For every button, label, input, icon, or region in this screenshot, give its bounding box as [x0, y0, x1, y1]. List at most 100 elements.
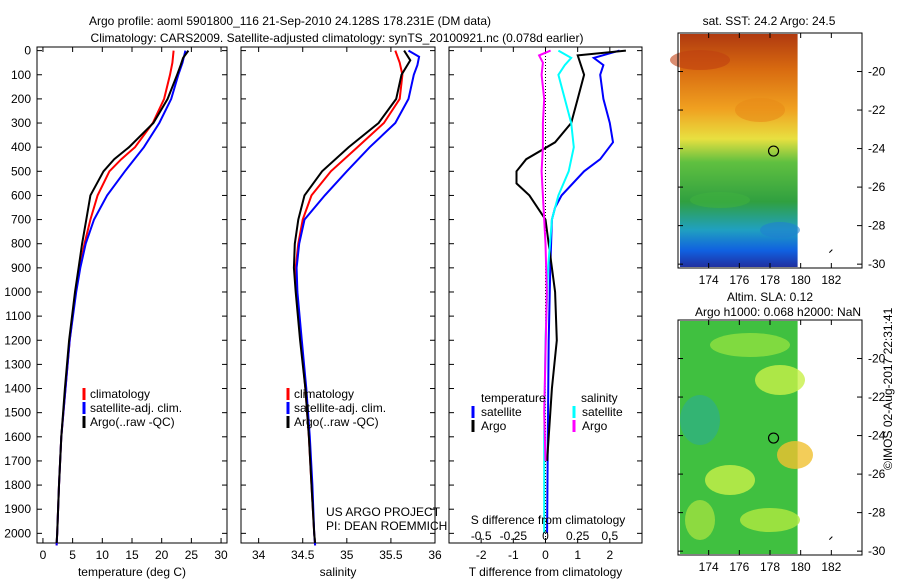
y-tick-label: 0	[24, 44, 31, 58]
x-axis-label-s: S difference from climatology	[471, 513, 626, 527]
y-tick-label: 1700	[4, 454, 31, 468]
y-tick-label: 1000	[4, 285, 31, 299]
lat-tick-label: -20	[868, 65, 886, 79]
field-patch	[735, 98, 785, 122]
temperature-panel: 0 5 10 15 20 25 30 temperature (deg C) 0 100 200 30…	[4, 44, 228, 579]
map-subtitle: Argo h1000: 0.068 h2000: NaN	[695, 305, 861, 319]
legend-label: climatology	[90, 387, 150, 401]
y-tick-label: 800	[11, 237, 31, 251]
x-tick-label: 5	[69, 548, 76, 562]
title-line1: Argo profile: aoml 5901800_116 21-Sep-20…	[89, 14, 491, 28]
legend-label: Argo(..raw -QC)	[90, 415, 175, 429]
lat-tick-label: -24	[868, 142, 886, 156]
lon-tick-label: 182	[821, 560, 841, 574]
y-tick-label: 200	[11, 92, 31, 106]
axes-frame	[36, 46, 228, 544]
argo-position-marker	[767, 432, 780, 444]
x-tick-label: 2	[606, 548, 613, 562]
y-tick-label: 1300	[4, 357, 31, 371]
y-tick-label: 500	[11, 164, 31, 178]
annotation-project: US ARGO PROJECT	[326, 505, 441, 519]
map-title: sat. SST: 24.2 Argo: 24.5	[703, 14, 836, 28]
y-tick-label: 1100	[5, 309, 31, 323]
x2-tick-label: 0.5	[601, 529, 618, 543]
x-tick-label: 15	[125, 548, 139, 562]
y-tick-label: 100	[11, 68, 31, 82]
x-axis-label: T difference from climatology	[469, 565, 623, 579]
y-tick-label: 900	[11, 261, 31, 275]
y-tick-label: 300	[11, 116, 31, 130]
x-tick-label: 35	[340, 548, 354, 562]
coastline	[828, 249, 833, 253]
legend-label: Argo	[582, 419, 608, 433]
field-patch	[710, 333, 790, 357]
series-t-satellite	[546, 49, 620, 534]
lat-tick-label: -30	[868, 257, 886, 271]
difference-panel: -2 -1 0 1 2 T difference from climatology temp…	[448, 46, 643, 579]
field-patch	[680, 395, 720, 445]
x-tick-label: 0	[40, 548, 47, 562]
lat-tick-label: -22	[868, 103, 886, 117]
argo-position-marker	[767, 145, 780, 157]
x-tick-label: 30	[214, 548, 228, 562]
legend-label: satellite	[481, 405, 522, 419]
legend-header-salinity: salinity	[581, 391, 618, 405]
lon-tick-label: 182	[821, 273, 841, 287]
x-tick-label: -2	[476, 548, 487, 562]
y-tick-label: 1600	[4, 430, 31, 444]
y-tick-label: 1500	[4, 406, 31, 420]
map-title: Altim. SLA: 0.12	[727, 290, 813, 304]
lon-tick-label: 180	[791, 273, 811, 287]
x-tick-label: 20	[155, 548, 169, 562]
series-argo-raw-qc-	[292, 50, 412, 544]
field-patch	[685, 500, 715, 540]
legend-label: satellite	[582, 405, 623, 419]
x-tick-label: 0	[542, 548, 549, 562]
x-tick-label: 35.5	[379, 548, 403, 562]
lon-tick-label: 176	[729, 273, 749, 287]
series-satellite-adj-clim-	[295, 49, 421, 546]
x-tick-label: 34	[252, 548, 266, 562]
axes-frame	[240, 46, 436, 544]
x-tick-label: -1	[508, 548, 519, 562]
legend-label: Argo	[481, 419, 507, 433]
coastline	[828, 536, 833, 540]
lon-tick-label: 174	[699, 273, 719, 287]
lat-tick-label: -22	[868, 390, 886, 404]
field-patch	[690, 192, 750, 208]
y-tick-label: 1200	[4, 333, 31, 347]
y-tick-label: 1800	[4, 478, 31, 492]
series-argo-raw-qc-	[55, 50, 190, 544]
x-tick-label: 10	[96, 548, 110, 562]
lon-tick-label: 178	[760, 560, 780, 574]
lon-tick-label: 180	[791, 560, 811, 574]
lat-tick-label: -24	[868, 429, 886, 443]
series-t-argo	[515, 49, 626, 461]
sst-map: 174 176 178 180 182 -20 -22 -24 -26 -28 -30 sat. SS…	[670, 14, 886, 287]
lat-tick-label: -30	[868, 544, 886, 558]
x-tick-label: 36	[428, 548, 442, 562]
legend-label: satellite-adj. clim.	[294, 401, 386, 415]
y-tick-label: 1400	[4, 382, 31, 396]
x2-tick-label: -0.25	[500, 529, 528, 543]
x-tick-label: 25	[185, 548, 199, 562]
legend-header-temperature: temperature	[481, 391, 546, 405]
legend-label: Argo(..raw -QC)	[294, 415, 379, 429]
footer-stamp: ©IMOS 02-Aug-2017 22:31:41	[881, 307, 895, 470]
x-axis-label: salinity	[320, 565, 357, 579]
lon-tick-label: 174	[699, 560, 719, 574]
lon-tick-label: 178	[760, 273, 780, 287]
series-satellite-adj-clim-	[55, 50, 187, 546]
series-s-argo	[537, 49, 551, 461]
axes-frame	[448, 46, 643, 544]
y-tick-label: 1900	[4, 502, 31, 516]
field-patch	[740, 508, 800, 532]
field-patch	[755, 365, 805, 395]
annotation-pi: PI: DEAN ROEMMICH	[326, 519, 447, 533]
y-tick-label: 2000	[4, 526, 31, 540]
lat-tick-label: -28	[868, 506, 886, 520]
field-patch	[777, 441, 813, 469]
x-tick-label: 34.5	[291, 548, 315, 562]
y-tick-label: 600	[11, 188, 31, 202]
